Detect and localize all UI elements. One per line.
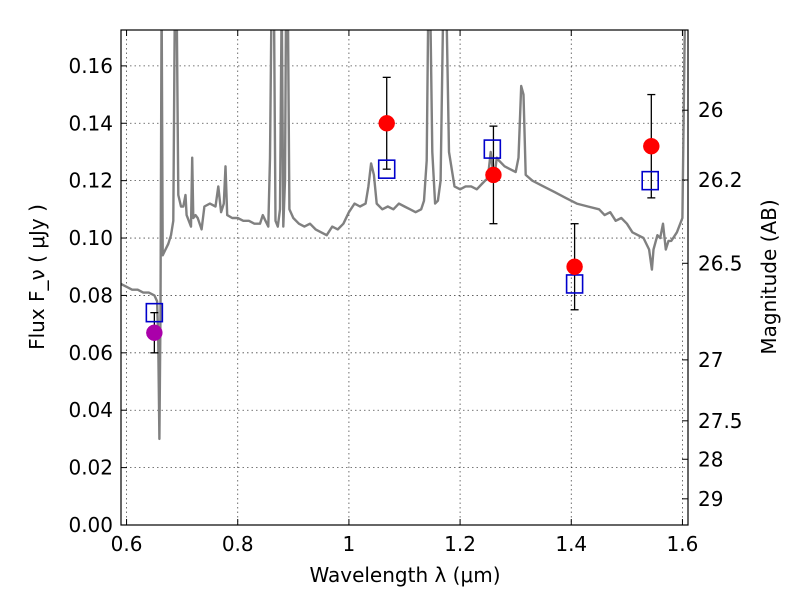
- y2-tick-label: 27.5: [698, 409, 743, 433]
- observed-flux-point: [146, 324, 163, 341]
- axis-ticks: 0.6 0.8 1 1.2 1.4 1.6 0.00 0.02 0.04 0.06 0.08 0.10…: [68, 30, 743, 556]
- observed-flux-point: [378, 115, 395, 132]
- y-tick-label: 0.08: [68, 283, 113, 307]
- y-tick-label: 0.12: [68, 169, 113, 193]
- observed-flux-point: [643, 137, 660, 155]
- y2-tick-label: 26.2: [698, 168, 743, 192]
- y-axis-label: Flux F_ν ( μJy ): [25, 204, 49, 350]
- model-photometry-square: [641, 170, 660, 191]
- y-tick-label: 0.00: [68, 513, 113, 537]
- axes-frame: [120, 29, 689, 526]
- model-photometry-square: [145, 302, 164, 323]
- model-photometry-square: [483, 139, 502, 159]
- y2-axis-label: Magnitude (AB): [757, 199, 781, 354]
- y2-tick-label: 26.5: [698, 251, 743, 275]
- y2-tick-label: 26: [698, 98, 723, 122]
- y-tick-label: 0.06: [68, 341, 113, 365]
- model-spectrum-line: [121, 30, 686, 441]
- y-tick-label: 0.10: [68, 226, 113, 250]
- y-tick-label: 0.16: [68, 54, 113, 78]
- x-tick-label: 1.4: [555, 532, 587, 556]
- observed-flux-point: [566, 258, 583, 275]
- model-photometry-square: [377, 159, 396, 179]
- y2-tick-label: 28: [698, 447, 723, 471]
- grid: [121, 30, 688, 526]
- y2-tick-label: 29: [698, 487, 723, 511]
- plot-area: [121, 30, 686, 441]
- y-tick-label: 0.14: [68, 111, 113, 135]
- y-tick-label: 0.04: [68, 398, 113, 422]
- x-tick-label: 0.6: [111, 532, 143, 556]
- x-tick-label: 1.2: [444, 532, 476, 556]
- x-tick-label: 0.8: [222, 532, 254, 556]
- y2-tick-label: 27: [698, 348, 723, 372]
- observed-flux-point: [485, 166, 502, 184]
- x-axis-label: Wavelength λ (μm): [309, 563, 500, 587]
- x-tick-label: 1.6: [667, 532, 699, 556]
- y-tick-label: 0.02: [68, 456, 113, 480]
- x-tick-label: 1: [343, 532, 356, 556]
